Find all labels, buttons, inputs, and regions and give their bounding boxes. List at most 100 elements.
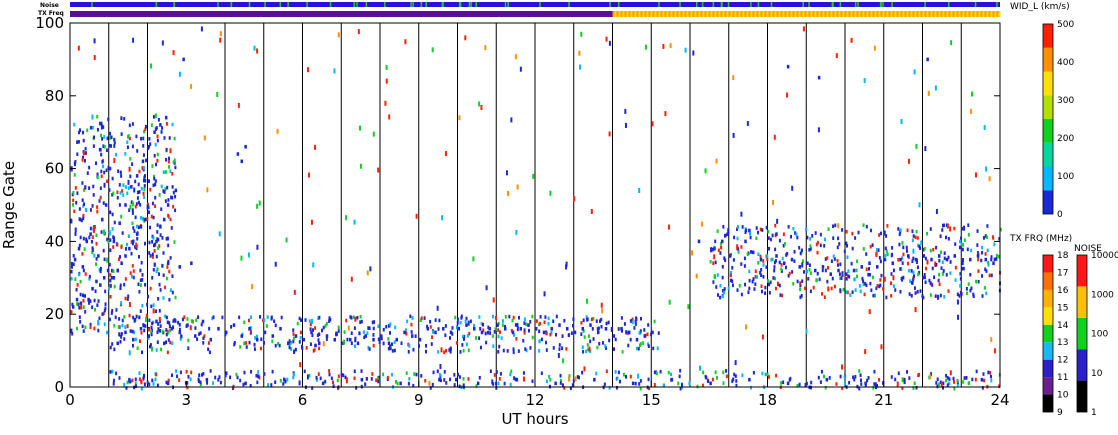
echo-cell [83,202,86,206]
echo-cell [173,136,176,141]
echo-cell [81,181,84,185]
data-point [631,381,635,386]
echo-cell [851,231,854,236]
echo-cell [154,204,157,208]
echo-cell [753,287,756,291]
echo-cell [132,315,135,320]
scatter-echo [464,35,467,41]
echo-cell [148,225,151,230]
echo-cell [169,256,172,260]
echo-cell [155,126,158,130]
scatter-echo [605,36,608,42]
noise-strip-fleck [217,2,219,7]
echo-cell [96,205,99,209]
echo-cell [82,305,85,310]
echo-cell [199,382,202,387]
echo-cell [748,269,751,274]
scatter-echo [573,196,576,202]
txfreq-strip-segment [676,11,679,17]
echo-cell [878,256,881,260]
echo-cell [134,245,137,249]
txfreq-strip-segment [694,11,697,17]
echo-cell [79,279,82,284]
echo-cell [945,378,948,383]
txfreq-strip-bar-after [612,11,1001,17]
echo-cell [337,386,340,390]
echo-cell [148,240,151,245]
echo-cell [623,322,626,326]
txfreq-strip-segment [632,11,635,17]
echo-cell [877,248,880,252]
echo-cell [885,295,888,300]
echo-cell [111,342,114,346]
echo-cell [956,382,959,387]
echo-cell [152,303,155,307]
noise-strip-fleck [727,2,730,7]
echo-cell [780,269,783,273]
echo-cell [843,381,846,386]
echo-cell [714,239,717,244]
echo-cell [199,331,202,335]
echo-cell [162,251,165,255]
echo-cell [304,318,307,322]
echo-cell [70,310,73,314]
echo-cell [354,336,357,341]
echo-cell [923,247,926,251]
scatter-echo [357,29,360,35]
echo-cell [123,315,126,319]
echo-cell [187,338,190,343]
echo-cell [373,320,376,324]
txfreq-strip-segment [756,11,759,17]
echo-cell [788,378,791,382]
echo-cell [127,186,130,190]
data-point [411,334,414,338]
echo-cell [209,369,212,373]
echo-cell [600,317,603,322]
echo-cell [936,384,939,389]
echo-cell [177,320,180,325]
echo-cell [851,246,854,251]
echo-cell [967,232,970,237]
echo-cell [719,283,722,288]
echo-cell [712,261,715,265]
echo-cell [959,272,962,276]
data-point [573,330,577,335]
echo-cell [242,382,245,387]
echo-cell [95,262,98,266]
scatter-echo [345,215,348,221]
echo-cell [748,231,751,236]
echo-cell [139,202,142,207]
echo-cell [189,377,192,382]
data-point [178,265,181,269]
echo-cell [639,316,642,321]
echo-cell [91,125,94,130]
echo-cell [967,381,970,386]
echo-cell [767,282,770,287]
echo-cell [946,376,949,380]
echo-cell [767,236,770,240]
echo-cell [106,179,109,184]
echo-cell [456,325,459,330]
echo-cell [586,317,589,322]
colorbar-tick-label: 100 [1057,172,1074,182]
echo-cell [816,271,819,276]
echo-cell [78,217,81,221]
echo-cell [324,379,327,384]
txfreq-strip-segment [788,11,791,17]
echo-cell [169,217,172,222]
echo-cell [420,316,423,321]
echo-cell [977,257,980,262]
echo-cell [789,234,792,239]
scatter-echo [256,48,259,54]
echo-cell [117,325,120,329]
echo-cell [132,343,135,348]
scatter-echo [154,113,157,119]
echo-cell [929,227,932,231]
data-point [953,254,956,258]
echo-cell [385,324,388,329]
echo-cell [864,383,867,388]
echo-cell [245,341,248,345]
scatter-echo [557,352,560,358]
data-point [697,239,701,244]
